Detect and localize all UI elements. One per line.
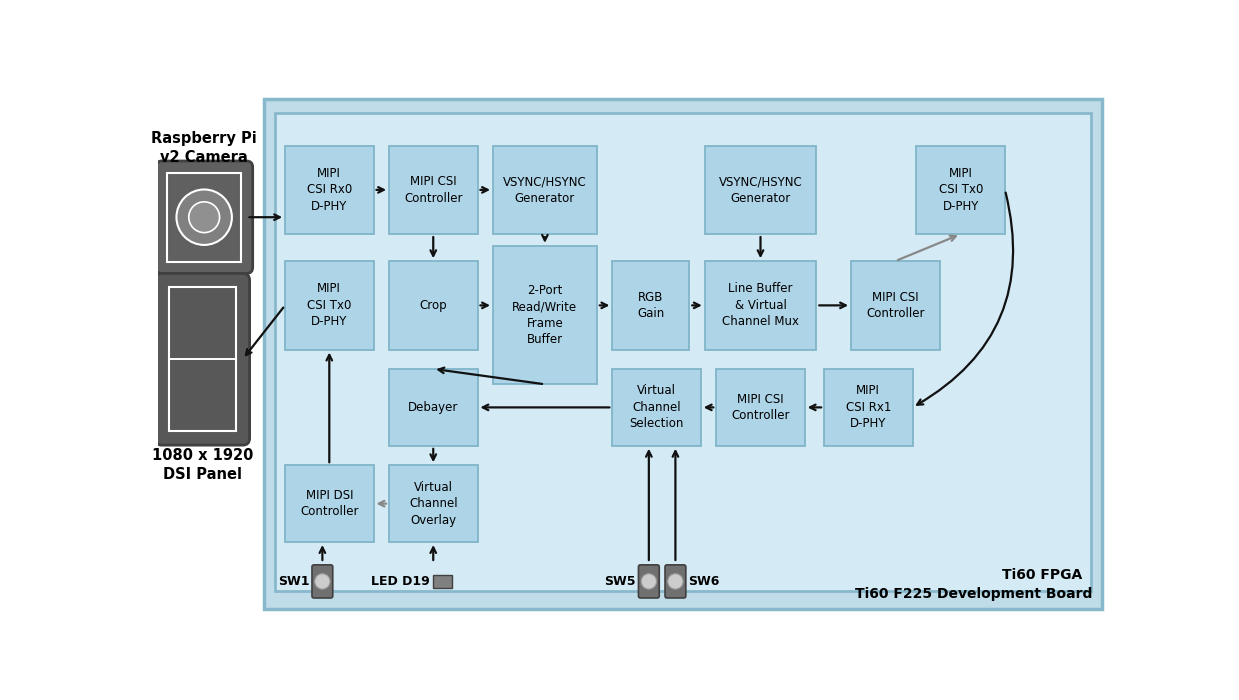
Text: SW6: SW6 — [689, 575, 720, 588]
FancyBboxPatch shape — [851, 261, 939, 350]
Text: MIPI CSI
Controller: MIPI CSI Controller — [866, 290, 924, 320]
FancyBboxPatch shape — [389, 261, 477, 350]
FancyBboxPatch shape — [612, 261, 689, 350]
Text: VSYNC/HSYNC
Generator: VSYNC/HSYNC Generator — [503, 175, 587, 204]
Circle shape — [176, 190, 232, 245]
Text: LED D19: LED D19 — [370, 575, 430, 588]
FancyBboxPatch shape — [155, 274, 249, 445]
Circle shape — [315, 574, 330, 589]
Text: SW1: SW1 — [278, 575, 310, 588]
Circle shape — [188, 202, 219, 232]
Text: Virtual
Channel
Overlay: Virtual Channel Overlay — [409, 481, 457, 526]
FancyBboxPatch shape — [264, 99, 1101, 609]
FancyBboxPatch shape — [917, 146, 1005, 234]
FancyBboxPatch shape — [493, 146, 597, 234]
FancyBboxPatch shape — [705, 261, 817, 350]
Text: Virtual
Channel
Selection: Virtual Channel Selection — [629, 384, 684, 430]
Text: Crop: Crop — [420, 299, 447, 312]
FancyBboxPatch shape — [285, 466, 374, 542]
FancyBboxPatch shape — [285, 261, 374, 350]
Text: VSYNC/HSYNC
Generator: VSYNC/HSYNC Generator — [719, 175, 803, 204]
Text: MIPI
CSI Rx0
D-PHY: MIPI CSI Rx0 D-PHY — [307, 167, 352, 213]
FancyBboxPatch shape — [389, 466, 477, 542]
Circle shape — [668, 574, 683, 589]
FancyBboxPatch shape — [705, 146, 817, 234]
FancyBboxPatch shape — [434, 575, 452, 587]
FancyBboxPatch shape — [389, 369, 477, 446]
Text: Debayer: Debayer — [408, 401, 458, 414]
FancyBboxPatch shape — [312, 565, 333, 598]
FancyBboxPatch shape — [389, 146, 477, 234]
FancyBboxPatch shape — [638, 565, 659, 598]
Text: MIPI
CSI Tx0
D-PHY: MIPI CSI Tx0 D-PHY — [307, 282, 352, 328]
Text: Line Buffer
& Virtual
Channel Mux: Line Buffer & Virtual Channel Mux — [722, 282, 799, 328]
FancyBboxPatch shape — [665, 565, 686, 598]
Text: MIPI
CSI Tx0
D-PHY: MIPI CSI Tx0 D-PHY — [938, 167, 983, 213]
Text: Ti60 FPGA: Ti60 FPGA — [1001, 568, 1082, 582]
Text: MIPI CSI
Controller: MIPI CSI Controller — [731, 393, 789, 422]
FancyBboxPatch shape — [275, 113, 1092, 591]
FancyBboxPatch shape — [156, 161, 253, 274]
Text: RGB
Gain: RGB Gain — [637, 290, 664, 320]
Text: 1080 x 1920: 1080 x 1920 — [151, 448, 253, 463]
FancyBboxPatch shape — [824, 369, 913, 446]
FancyBboxPatch shape — [285, 146, 374, 234]
Text: MIPI CSI
Controller: MIPI CSI Controller — [404, 175, 462, 204]
FancyBboxPatch shape — [716, 369, 805, 446]
Text: 2-Port
Read/Write
Frame
Buffer: 2-Port Read/Write Frame Buffer — [513, 284, 577, 346]
Text: MIPI
CSI Rx1
D-PHY: MIPI CSI Rx1 D-PHY — [845, 384, 891, 430]
Text: MIPI DSI
Controller: MIPI DSI Controller — [300, 489, 358, 519]
Text: Raspberry Pi: Raspberry Pi — [151, 131, 256, 146]
Text: v2 Camera: v2 Camera — [160, 150, 248, 164]
FancyBboxPatch shape — [612, 369, 701, 446]
Text: DSI Panel: DSI Panel — [162, 468, 242, 482]
Text: SW5: SW5 — [605, 575, 636, 588]
FancyBboxPatch shape — [493, 246, 597, 384]
Circle shape — [641, 574, 657, 589]
Text: Ti60 F225 Development Board: Ti60 F225 Development Board — [855, 587, 1093, 601]
